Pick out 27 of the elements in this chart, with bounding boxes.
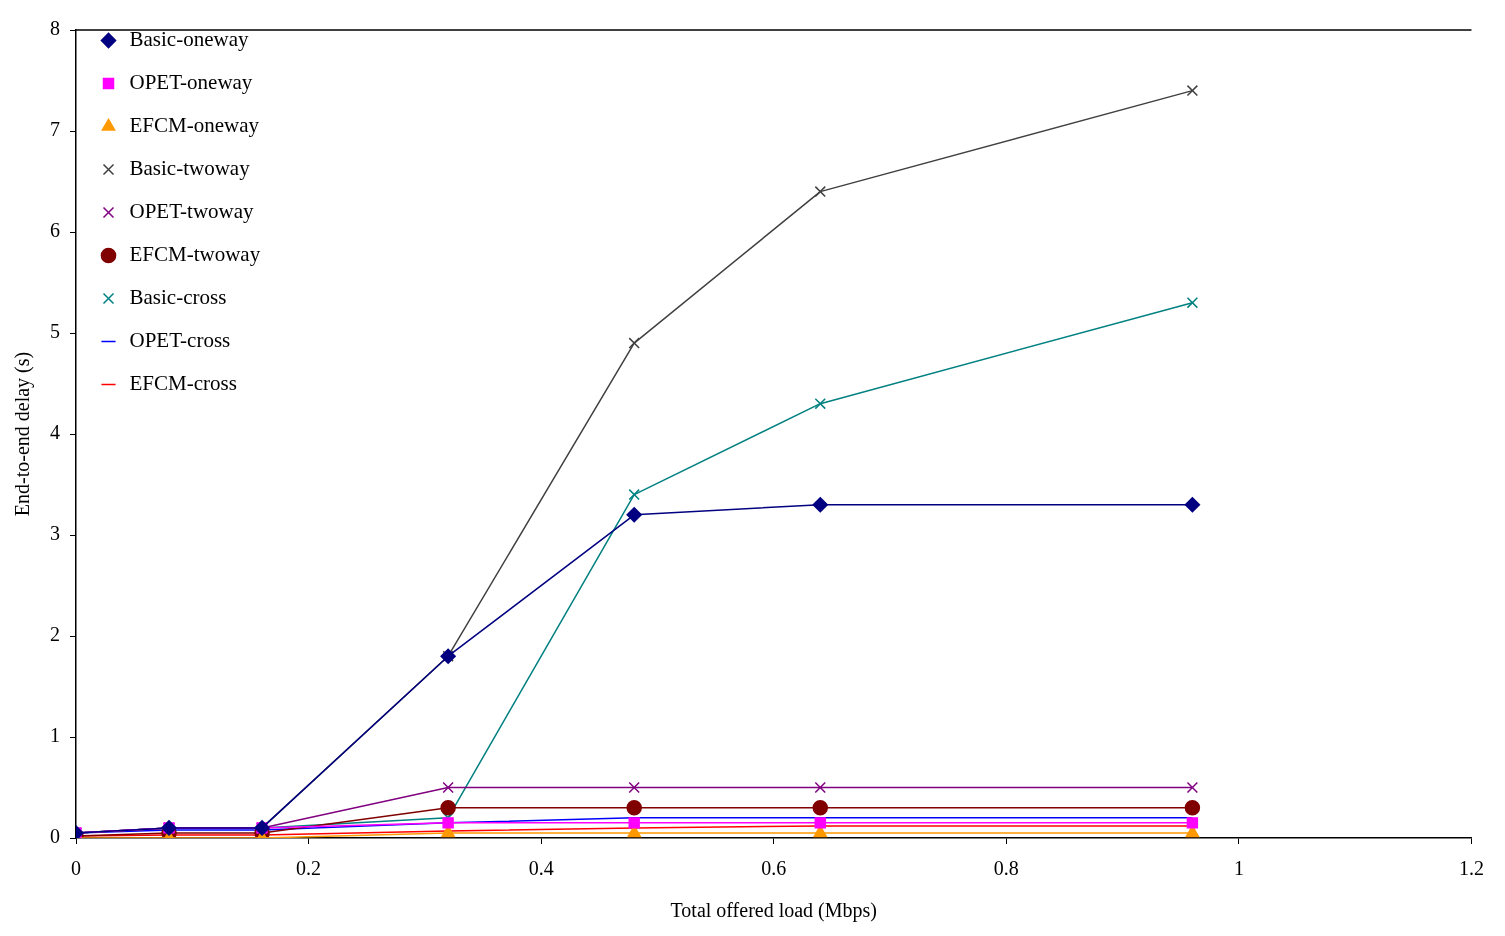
y-tick-label: 5 [50, 320, 60, 343]
x-tick-label: 0 [71, 857, 81, 880]
legend-label: EFCM-oneway [129, 113, 260, 138]
y-tick-label: 2 [50, 623, 60, 646]
y-tick-label: 3 [50, 522, 60, 545]
y-axis-title: End-to-end delay (s) [11, 351, 35, 517]
x-tick-label: 0.2 [296, 857, 322, 880]
legend-label: Basic-twoway [129, 156, 251, 181]
y-tick-label: 8 [50, 17, 60, 40]
x-tick-label: 0.8 [993, 857, 1019, 880]
y-tick-label: 6 [50, 219, 60, 242]
y-tick-label: 1 [50, 724, 60, 747]
y-tick-label: 4 [50, 421, 60, 444]
x-axis-title: Total offered load (Mbps) [670, 899, 878, 923]
legend-label: Basic-oneway [129, 27, 249, 52]
x-tick-label: 1.2 [1459, 857, 1484, 880]
y-tick-label: 0 [50, 825, 60, 848]
legend-label: OPET-oneway [129, 70, 253, 95]
legend-label: EFCM-cross [129, 371, 237, 396]
legend-label: EFCM-twoway [129, 242, 261, 267]
y-tick-label: 7 [50, 118, 60, 141]
x-tick-label: 1 [1233, 857, 1244, 880]
x-tick-label: 0.6 [761, 857, 787, 880]
legend-label: OPET-cross [129, 328, 231, 353]
x-tick-label: 0.4 [528, 857, 554, 880]
legend-label: OPET-twoway [129, 199, 255, 224]
legend-label: Basic-cross [129, 285, 227, 310]
